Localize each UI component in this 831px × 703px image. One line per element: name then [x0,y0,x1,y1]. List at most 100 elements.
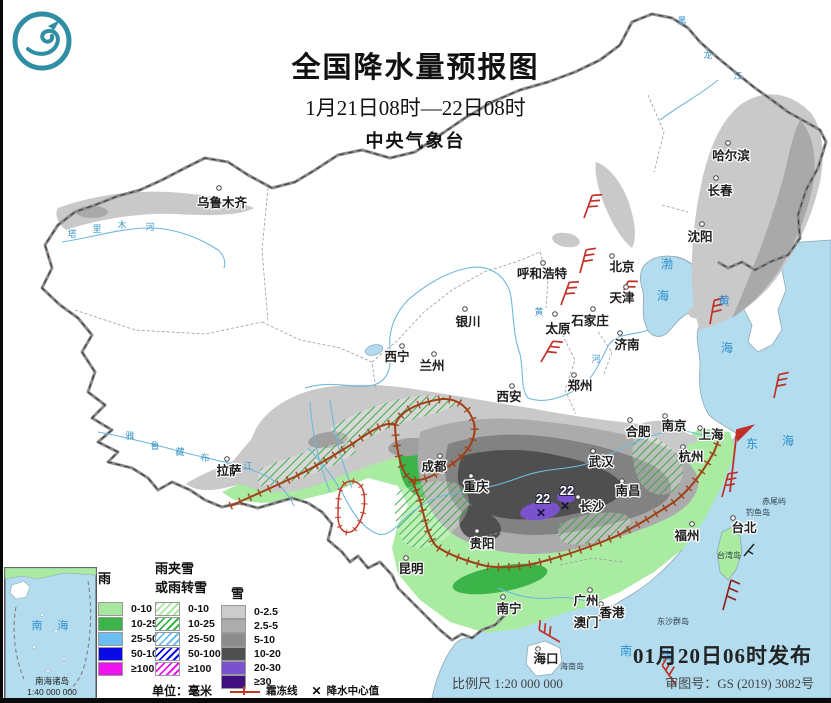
legend-label: 5-10 [254,634,276,646]
national-border-dash-overlay [41,13,827,641]
geo-label-layer: 渤 海 黄 海 东 海 南 海 黄 河 塔 里 木 河 黑 龙 江 雅 鲁 藏 … [67,16,794,671]
legend-rain-title: 雨 [98,571,112,586]
sea-label: 海 [657,288,669,303]
frost-line-main [229,422,723,569]
city-label: 重庆 [463,479,489,494]
legend-swatch-sleet-2 [155,632,180,646]
city-dots [216,140,736,652]
legend-swatch-snow-2 [221,633,246,647]
snow-center-value: 22 [560,483,574,498]
flag-barb-shanghai [729,424,756,493]
legend-swatch-rain-3 [98,647,123,661]
legend-label: 10-25 [131,618,158,630]
sleet-guizhou [394,481,469,548]
city-label: 广州 [573,593,598,608]
legend-swatch-snow-1 [221,619,246,633]
inset-dash-line-west [13,606,25,680]
legend-label: 10-20 [254,648,281,660]
snow-center-x-mark: ✕ [560,499,570,513]
yangtze-river [307,430,711,535]
rain-10-25-south [452,563,548,595]
river-label: 江 [243,461,252,471]
city-label: 南京 [661,418,687,433]
city-label: 郑州 [567,378,592,393]
city-label: 香港 [598,605,625,620]
snow-center-value: 22 [536,491,550,506]
nu-river [309,401,331,493]
river-label: 里 [92,224,101,234]
wind-barb-layer [534,190,790,686]
sleet-anhui-zhejiang [632,428,683,495]
river-label: 龙 [703,49,712,60]
flag-barb-taiwan [722,579,741,611]
city-label: 海口 [533,651,558,666]
river-label: 塔 [67,228,76,239]
taiwan-island [716,526,743,581]
island-label: 东沙群岛 [657,616,689,626]
pearl-river [497,587,597,605]
sleet-hatch-layer [257,395,683,548]
inset-sea-label-1: 南 [32,619,43,632]
legend-label: 25-50 [188,633,215,645]
legend-swatch-snow-3 [221,647,246,661]
precipitation-layer [56,94,823,633]
sea-label: 海 [662,648,674,663]
island-label: 台湾岛 [717,550,741,560]
city-label: 乌鲁木齐 [197,195,248,210]
snow-south-guiyang-lobe [459,505,501,542]
legend-swatch-snow-5 [221,675,246,689]
legend-label: ≥100 [188,663,212,675]
inset-dash-line-east [65,580,92,694]
frost-line-sichuan-loop [393,397,476,482]
legend-unit: 单位：毫米 [152,684,213,698]
city-label: 石家庄 [570,313,609,328]
tarim-river [61,227,226,269]
city-label: 太原 [545,321,571,336]
inset-islands-label: 南海诸岛 [35,676,69,686]
city-label: 台北 [731,520,757,535]
city-label: 呼和浩特 [517,266,568,281]
sea-label: 东 [746,437,758,451]
city-label: 西宁 [384,349,409,364]
inset-sea-label-2: 海 [58,618,69,632]
cma-logo [12,11,72,71]
logo-dragon-swirl [26,28,60,56]
legend-label: 20-30 [254,662,281,674]
legend-label: ≥30 [254,676,272,688]
city-label: 西安 [496,389,521,404]
city-label: 银川 [455,314,480,329]
legend-swatch-sleet-0 [155,602,180,616]
legend-swatch-snow-0 [221,605,246,619]
legend-sleet-column: 雨夹雪 或雨转雪 0-10 10-25 25-50 50-100 ≥100 [155,558,221,676]
legend-sleet-title-2: 或雨转雪 [155,580,208,595]
legend-bottom-row: 单位：毫米 霜冻线 ✕ 降水中心值 [152,682,379,699]
snow-shandong-blob [688,303,712,319]
legend-label: 50-100 [188,648,221,660]
legend-label: ≥100 [131,663,155,675]
legend-swatch-snow-4 [221,661,246,675]
sleet-nw-chengdu [330,395,458,446]
city-label: 武汉 [588,454,614,469]
map-scale: 比例尺 1:20 000 000 [452,676,563,691]
sleet-se-changsha [558,512,631,545]
frost-line-label: 霜冻线 [266,685,298,697]
songhua-river [659,79,719,121]
city-label: 杭州 [678,449,703,464]
city-label: 天津 [609,290,635,305]
snow-20-30-center1 [520,501,560,521]
snow-south-10-core [457,450,623,520]
sea-label: 海 [782,433,794,448]
city-label: 合肥 [625,424,651,439]
red-contour-loop-ticks [334,478,368,536]
red-contour-loop [337,480,366,534]
city-label: 拉萨 [216,463,242,478]
city-label: 贵阳 [469,536,494,551]
frost-line-layer [228,394,726,572]
island-label: 海南岛 [560,661,584,671]
legend-rain-column: 雨 0-10 10-25 25-50 50-100 ≥100 [98,568,164,676]
calm-barb-taiwan-north [743,543,755,557]
snow-xinjiang-dark [76,206,108,218]
legend-label: 0-10 [131,603,153,615]
sea-label: 海 [721,340,733,355]
